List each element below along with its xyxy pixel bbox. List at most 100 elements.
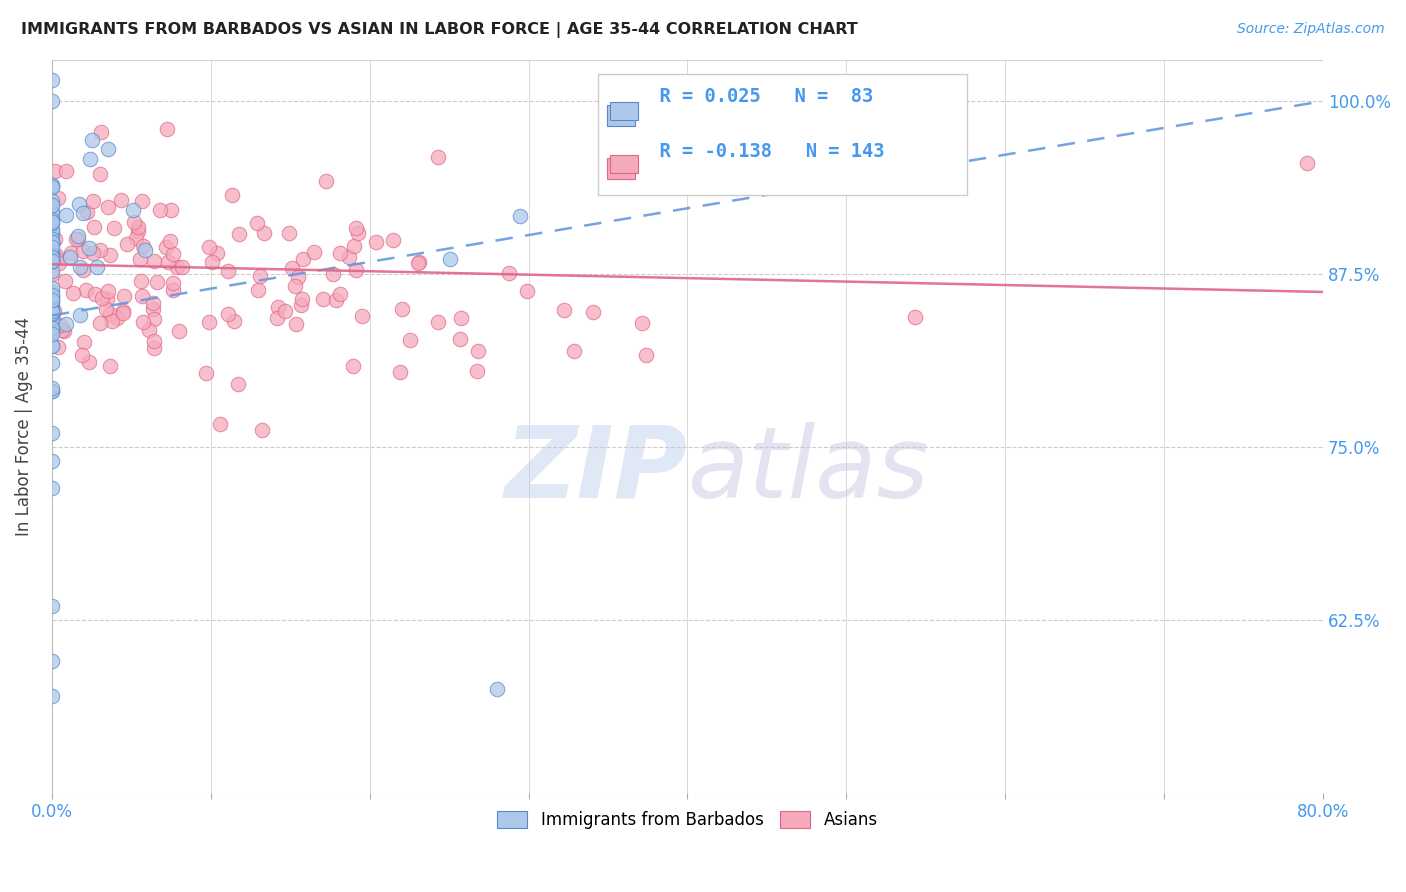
Point: [41, 227, 63, 241]
Point: [217, 307, 239, 321]
Point: [302, 245, 325, 260]
Point: [41, 384, 63, 399]
FancyBboxPatch shape: [599, 74, 967, 195]
Point: [72, 206, 94, 220]
Point: [138, 323, 160, 337]
Point: [59, 250, 82, 264]
Point: [142, 311, 165, 326]
Point: [198, 315, 221, 329]
Point: [904, 310, 927, 324]
Point: [485, 681, 508, 696]
Point: [90, 291, 112, 305]
Point: [89, 316, 111, 330]
Point: [398, 333, 420, 347]
Point: [155, 240, 177, 254]
Point: [41, 304, 63, 318]
Point: [131, 194, 153, 208]
Point: [48, 340, 70, 354]
Point: [41, 326, 63, 340]
Point: [103, 220, 125, 235]
Point: [41, 178, 63, 193]
Point: [77, 355, 100, 369]
Point: [41, 289, 63, 303]
Point: [467, 344, 489, 359]
Point: [509, 209, 531, 223]
Point: [449, 332, 471, 346]
Point: [253, 227, 276, 241]
Point: [41, 198, 63, 212]
Point: [53, 324, 76, 338]
Point: [329, 246, 352, 260]
Text: R = -0.138   N = 143: R = -0.138 N = 143: [637, 143, 884, 161]
FancyBboxPatch shape: [610, 102, 638, 120]
Point: [322, 268, 344, 282]
Point: [315, 174, 337, 188]
Point: [96, 302, 118, 317]
Text: Source: ZipAtlas.com: Source: ZipAtlas.com: [1237, 22, 1385, 37]
Y-axis label: In Labor Force | Age 35-44: In Labor Force | Age 35-44: [15, 317, 32, 536]
Point: [41, 339, 63, 353]
Point: [170, 260, 193, 274]
Point: [41, 251, 63, 265]
Point: [72, 348, 94, 362]
Point: [41, 215, 63, 229]
Point: [41, 211, 63, 226]
Point: [134, 243, 156, 257]
Point: [45, 248, 67, 262]
Point: [55, 275, 77, 289]
Point: [246, 216, 269, 230]
Point: [636, 348, 658, 362]
Point: [1296, 156, 1319, 170]
Point: [66, 229, 89, 244]
Point: [166, 260, 188, 275]
Point: [80, 133, 103, 147]
Point: [41, 246, 63, 260]
Point: [124, 231, 146, 245]
FancyBboxPatch shape: [607, 158, 636, 179]
Point: [97, 142, 120, 156]
Point: [41, 197, 63, 211]
Point: [41, 264, 63, 278]
Point: [228, 227, 250, 241]
Point: [344, 262, 367, 277]
Point: [162, 283, 184, 297]
Point: [162, 276, 184, 290]
Point: [41, 290, 63, 304]
Point: [97, 284, 120, 298]
Point: [41, 654, 63, 668]
Text: atlas: atlas: [688, 422, 929, 518]
Point: [41, 304, 63, 318]
Point: [41, 213, 63, 227]
Point: [122, 214, 145, 228]
Point: [388, 365, 411, 379]
Point: [48, 318, 70, 332]
FancyBboxPatch shape: [610, 155, 638, 173]
Point: [142, 334, 165, 348]
Point: [110, 193, 132, 207]
Point: [465, 364, 488, 378]
Point: [564, 344, 586, 359]
Point: [391, 301, 413, 316]
Point: [41, 425, 63, 440]
Point: [122, 202, 145, 217]
Point: [41, 239, 63, 253]
Point: [41, 222, 63, 236]
Point: [352, 309, 374, 323]
Point: [247, 283, 270, 297]
Point: [381, 233, 404, 247]
Point: [75, 283, 97, 297]
Point: [41, 252, 63, 266]
Point: [41, 236, 63, 251]
Point: [41, 384, 63, 398]
Point: [284, 317, 307, 331]
Point: [222, 314, 245, 328]
Point: [41, 73, 63, 87]
Point: [281, 261, 304, 276]
Point: [205, 246, 228, 260]
Point: [69, 260, 91, 275]
Text: ZIP: ZIP: [505, 422, 688, 518]
Point: [208, 417, 231, 431]
Point: [41, 312, 63, 326]
Point: [112, 304, 135, 318]
Text: IMMIGRANTS FROM BARBADOS VS ASIAN IN LABOR FORCE | AGE 35-44 CORRELATION CHART: IMMIGRANTS FROM BARBADOS VS ASIAN IN LAB…: [21, 22, 858, 38]
